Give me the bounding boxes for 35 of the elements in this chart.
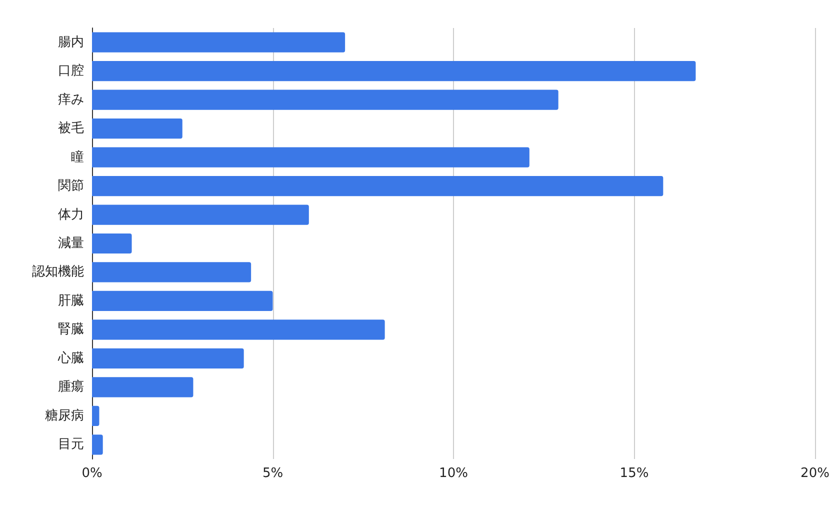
bar: [92, 147, 530, 168]
bar: [92, 118, 182, 139]
y-tick-label: 腸内: [58, 34, 84, 50]
bar: [92, 434, 103, 455]
bar: [92, 320, 385, 340]
x-tick-label: 20%: [800, 466, 830, 481]
y-tick-label: 肝臓: [58, 293, 84, 308]
bar: [92, 176, 664, 196]
y-tick-label: 減量: [58, 236, 84, 251]
y-tick-label: 瞳: [71, 150, 84, 165]
bar: [92, 233, 132, 254]
y-tick-label: 体力: [58, 207, 84, 222]
y-tick-label: 口腔: [58, 64, 84, 79]
bar: [92, 262, 252, 282]
bar: [92, 290, 273, 312]
x-tick-label: 5%: [262, 466, 284, 481]
y-tick-label: 腫瘍: [58, 380, 84, 395]
x-tick-label: 10%: [439, 466, 468, 481]
x-tick-label: 0%: [82, 466, 102, 481]
y-tick-label: 腎臓: [58, 322, 84, 338]
bar: [92, 61, 696, 82]
bar: [92, 377, 194, 398]
bar: [92, 32, 346, 52]
y-tick-label: 認知機能: [32, 264, 84, 280]
y-tick-label: 痒み: [58, 92, 84, 108]
y-tick-label: 関節: [58, 178, 84, 194]
bar: [92, 348, 244, 368]
y-tick-label: 糖尿病: [45, 408, 84, 424]
x-tick-label: 15%: [620, 466, 649, 481]
y-tick-label: 被毛: [58, 121, 84, 136]
bar: [92, 204, 309, 225]
bar: [92, 406, 100, 426]
y-tick-label: 心臓: [57, 350, 84, 366]
bar: [92, 90, 558, 110]
y-tick-label: 目元: [58, 437, 84, 452]
